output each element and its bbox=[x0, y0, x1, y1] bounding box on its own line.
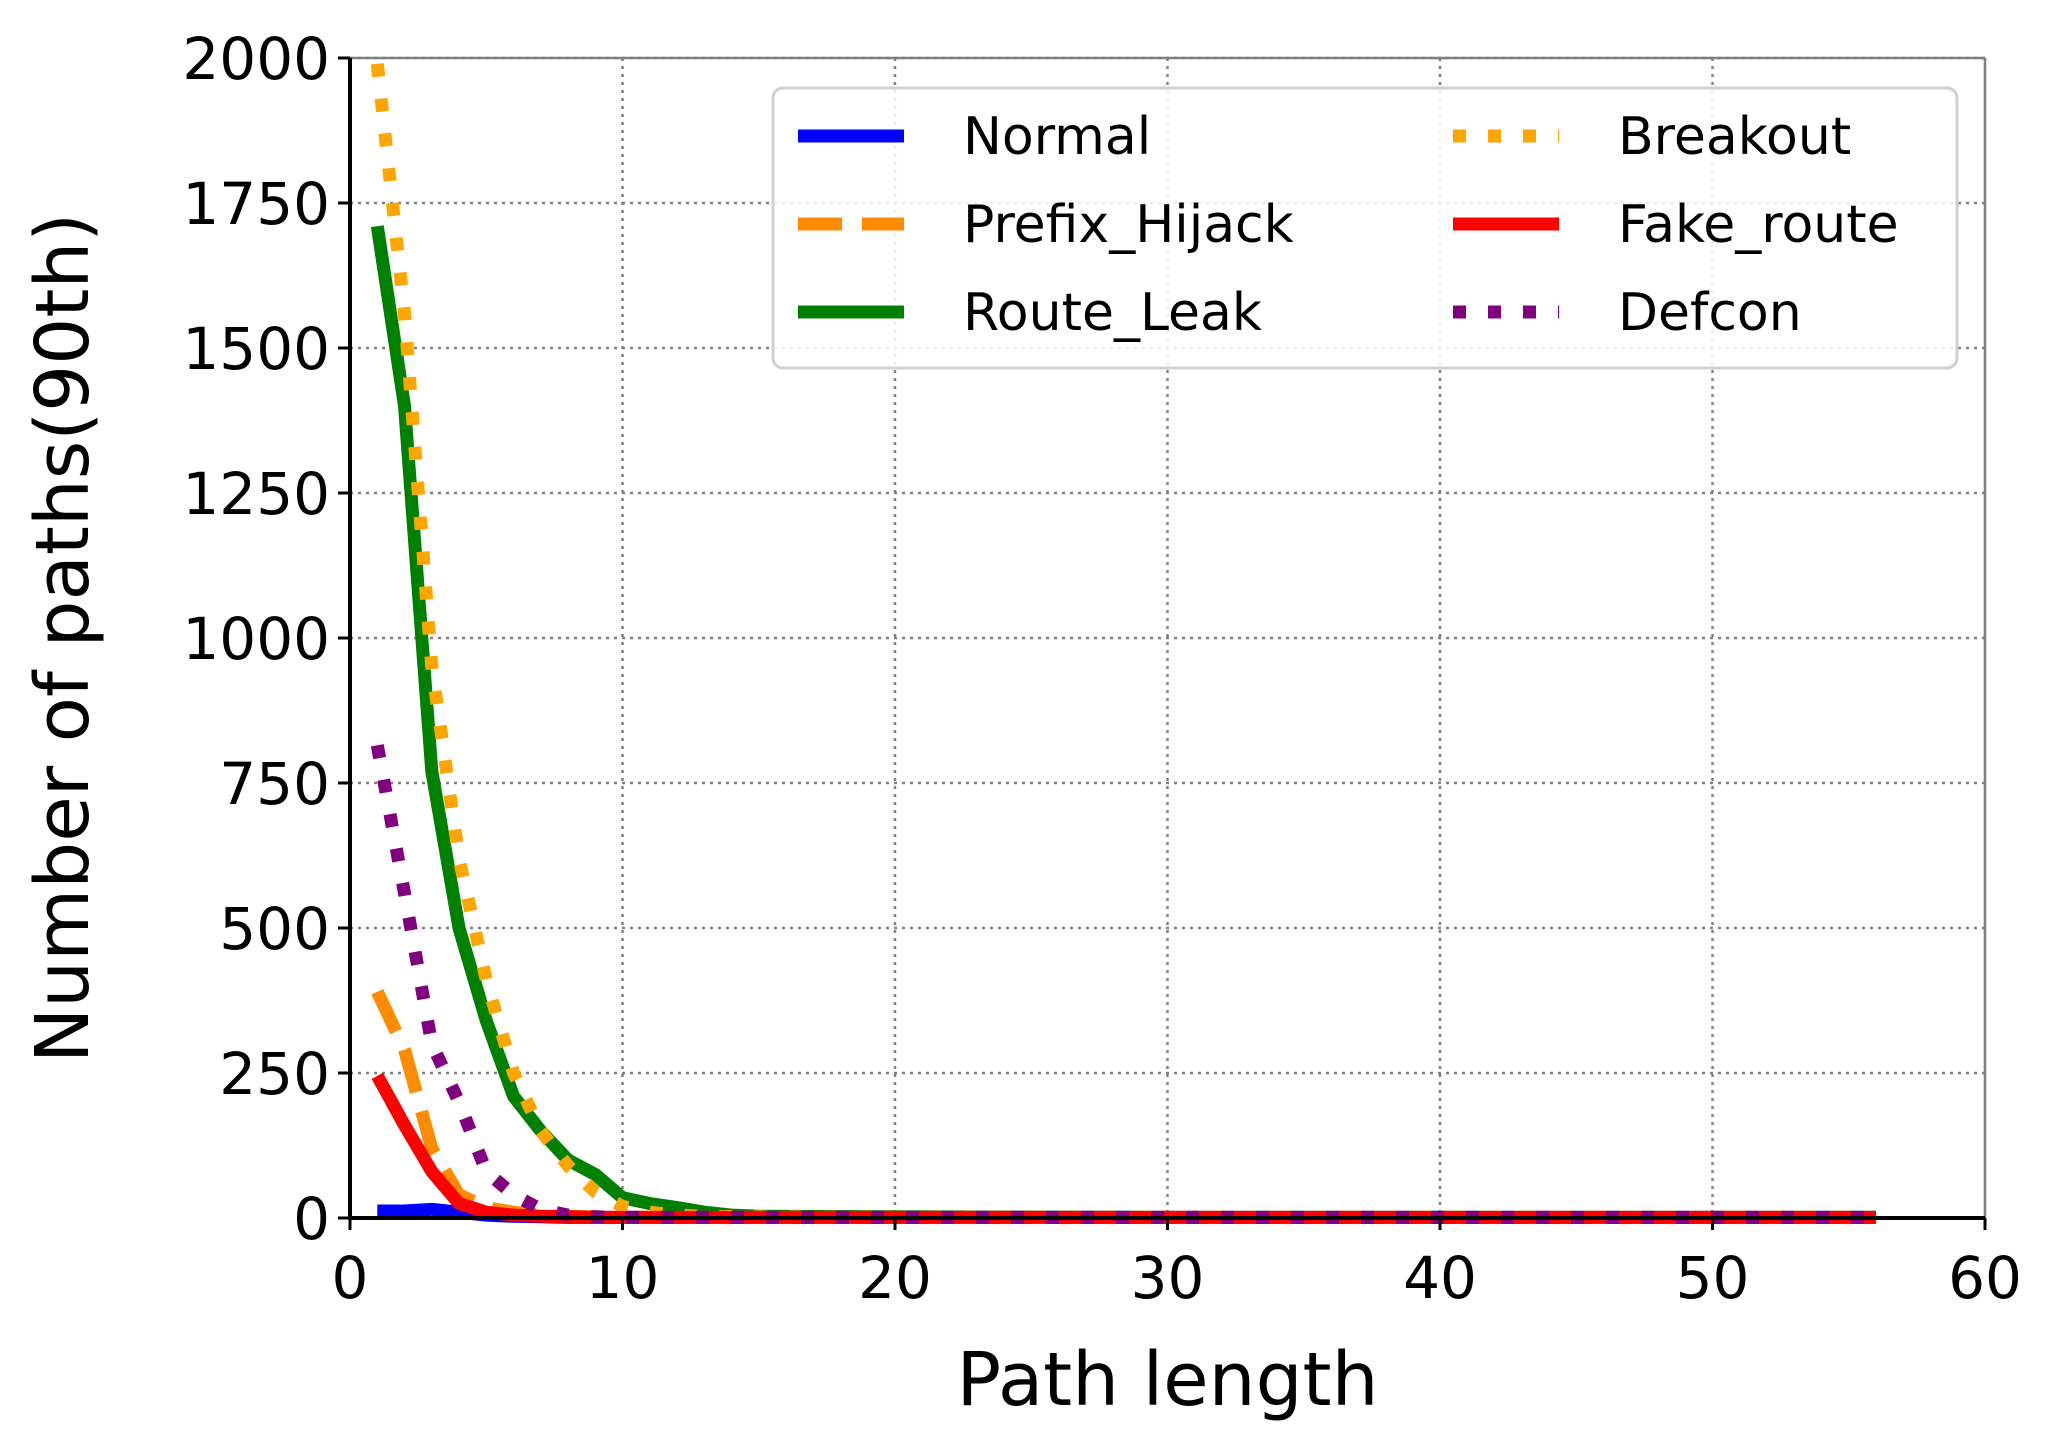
legend: Normal Prefix_Hijack Route_Leak Breakout Fak… bbox=[771, 86, 1959, 370]
x-tick-label: 40 bbox=[1403, 1244, 1477, 1312]
x-tick-label: 30 bbox=[1131, 1244, 1205, 1312]
y-tick-label: 500 bbox=[219, 895, 330, 963]
series-line-fake-route bbox=[371, 1072, 1876, 1224]
y-tick-label: 1750 bbox=[182, 170, 330, 238]
legend-label: Fake_route bbox=[1618, 195, 1899, 255]
y-tick-label: 250 bbox=[219, 1040, 330, 1108]
y-tick-label: 750 bbox=[219, 750, 330, 818]
x-axis-title: Path length bbox=[957, 1337, 1379, 1423]
x-tick-label: 0 bbox=[332, 1244, 369, 1312]
x-tick-label: 60 bbox=[1948, 1244, 2022, 1312]
legend-label: Normal bbox=[963, 107, 1151, 167]
legend-box bbox=[771, 86, 1959, 370]
y-tick-label: 0 bbox=[293, 1185, 330, 1253]
legend-label: Route_Leak bbox=[963, 283, 1262, 343]
y-axis-title: Number of paths(90th) bbox=[20, 213, 106, 1063]
y-tick-label: 1250 bbox=[182, 460, 330, 528]
legend-label: Breakout bbox=[1618, 107, 1851, 167]
y-tick-label: 2000 bbox=[182, 25, 330, 93]
y-tick-label: 1500 bbox=[182, 315, 330, 383]
legend-label: Defcon bbox=[1618, 283, 1802, 343]
series-line-defcon bbox=[370, 744, 1876, 1224]
x-tick-label: 50 bbox=[1676, 1244, 1750, 1312]
axis-ticks: 0 10 20 30 40 50 60 0 250 500 750 1000 1250 1500 1750 2… bbox=[182, 25, 2022, 1312]
legend-label: Prefix_Hijack bbox=[963, 195, 1294, 255]
x-tick-label: 10 bbox=[586, 1244, 660, 1312]
y-tick-label: 1000 bbox=[182, 605, 330, 673]
series-line-route-leak bbox=[370, 225, 1876, 1224]
series-line-breakout bbox=[370, 63, 1876, 1224]
x-tick-label: 20 bbox=[858, 1244, 932, 1312]
